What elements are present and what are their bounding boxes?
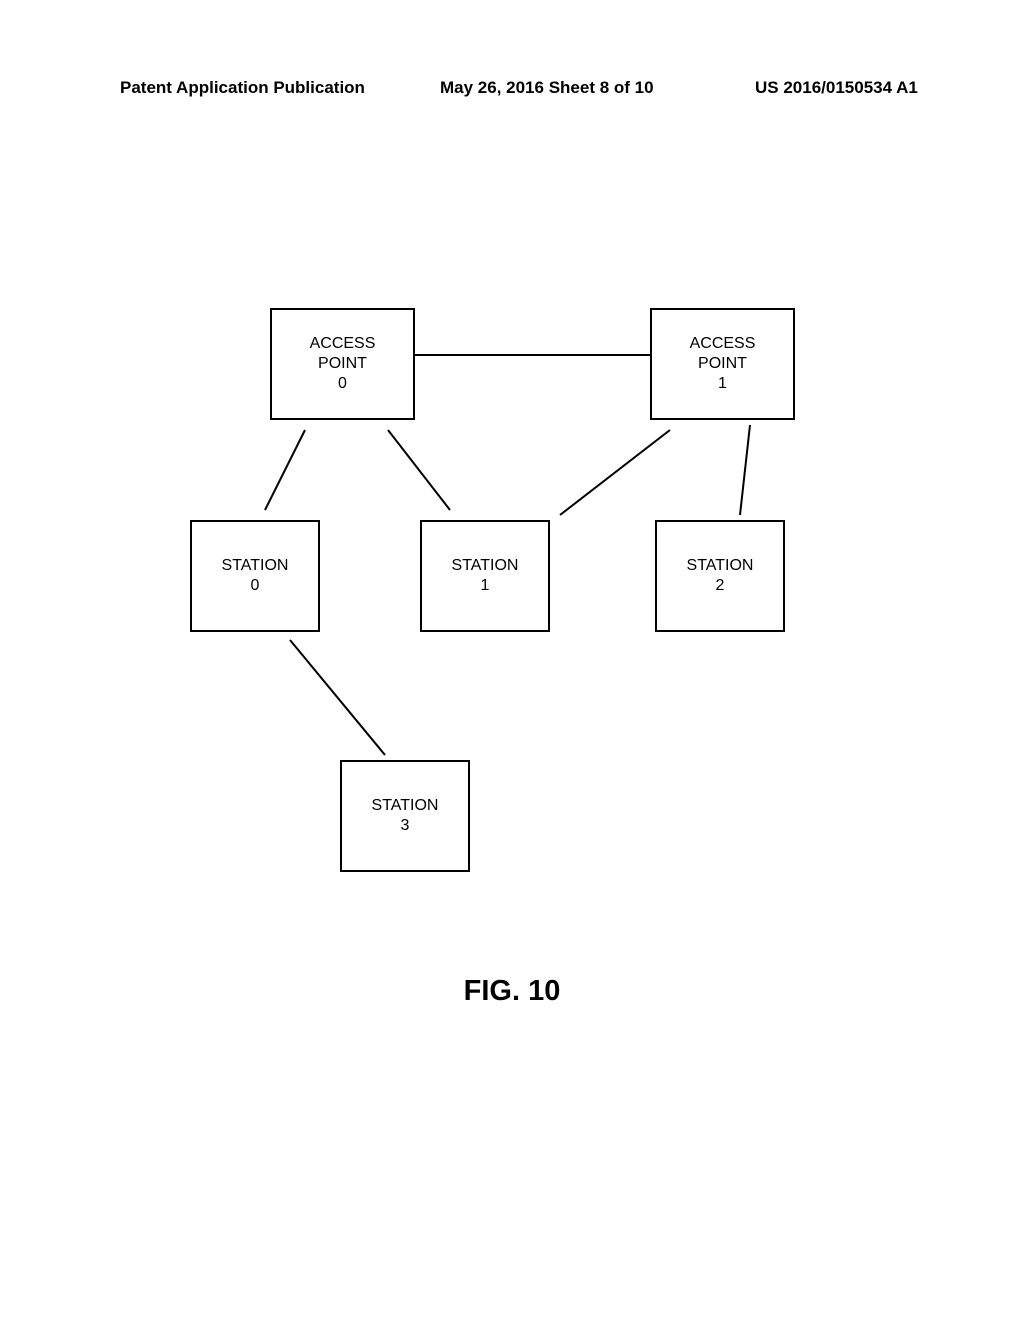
edge-ap0-s1 [388, 430, 450, 510]
node-s1: STATION 1 [420, 520, 550, 632]
node-label-s3: STATION 3 [372, 796, 439, 836]
edge-s0-s3 [290, 640, 385, 755]
diagram-edges [0, 0, 1024, 1320]
node-label-ap1: ACCESS POINT 1 [690, 334, 756, 394]
node-label-s1: STATION 1 [452, 556, 519, 596]
edge-ap1-s1 [560, 430, 670, 515]
node-label-s0: STATION 0 [222, 556, 289, 596]
edge-ap0-s0 [265, 430, 305, 510]
page: Patent Application Publication May 26, 2… [0, 0, 1024, 1320]
node-s3: STATION 3 [340, 760, 470, 872]
node-ap1: ACCESS POINT 1 [650, 308, 795, 420]
node-s0: STATION 0 [190, 520, 320, 632]
node-ap0: ACCESS POINT 0 [270, 308, 415, 420]
node-s2: STATION 2 [655, 520, 785, 632]
edge-ap1-s2 [740, 425, 750, 515]
node-label-s2: STATION 2 [687, 556, 754, 596]
figure-caption: FIG. 10 [0, 975, 1024, 1008]
node-label-ap0: ACCESS POINT 0 [310, 334, 376, 394]
network-diagram: ACCESS POINT 0 ACCESS POINT 1 STATION 0 STA… [0, 0, 1024, 1320]
